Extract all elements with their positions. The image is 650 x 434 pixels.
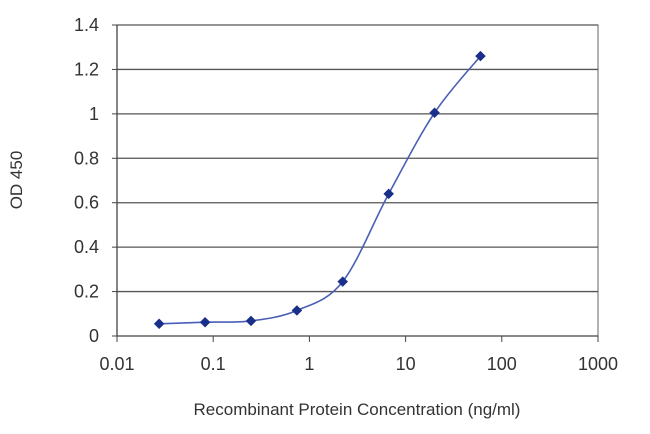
y-tick-label: 0.2 [74, 282, 99, 302]
x-tick-label: 1 [304, 354, 314, 374]
data-point [475, 50, 486, 62]
plot-area [116, 24, 599, 337]
x-axis-title: Recombinant Protein Concentration (ng/ml… [194, 400, 521, 419]
y-tick-label: 0.6 [74, 193, 99, 213]
axes [112, 24, 599, 342]
data-point [383, 188, 395, 200]
data-series [153, 50, 486, 330]
series-line [159, 55, 482, 325]
data-point [199, 316, 211, 328]
x-tick-label: 0.1 [201, 354, 226, 374]
x-tick-label: 1000 [578, 354, 618, 374]
plot-frame [116, 24, 599, 337]
data-point [245, 315, 257, 327]
y-tick-label: 0.8 [74, 148, 99, 168]
y-tick-label: 0 [89, 326, 99, 346]
y-tick-label: 1 [89, 104, 99, 124]
y-tick-label: 1.4 [74, 15, 99, 35]
gridlines [117, 24, 598, 293]
data-point [291, 305, 303, 316]
data-point [429, 107, 440, 119]
y-tick-label: 0.4 [74, 237, 99, 257]
y-axis-title: OD 450 [7, 151, 26, 210]
x-tick-labels: 0.01 0.1 1 10 100 1000 [99, 354, 618, 374]
y-tick-labels: 0 0.2 0.4 0.6 0.8 1 1.2 1.4 [74, 15, 99, 346]
data-point [337, 276, 349, 287]
x-tick-label: 0.01 [99, 354, 134, 374]
x-tick-label: 10 [396, 354, 416, 374]
data-point [153, 318, 165, 330]
y-tick-label: 1.2 [74, 59, 99, 79]
x-tick-label: 100 [487, 354, 517, 374]
